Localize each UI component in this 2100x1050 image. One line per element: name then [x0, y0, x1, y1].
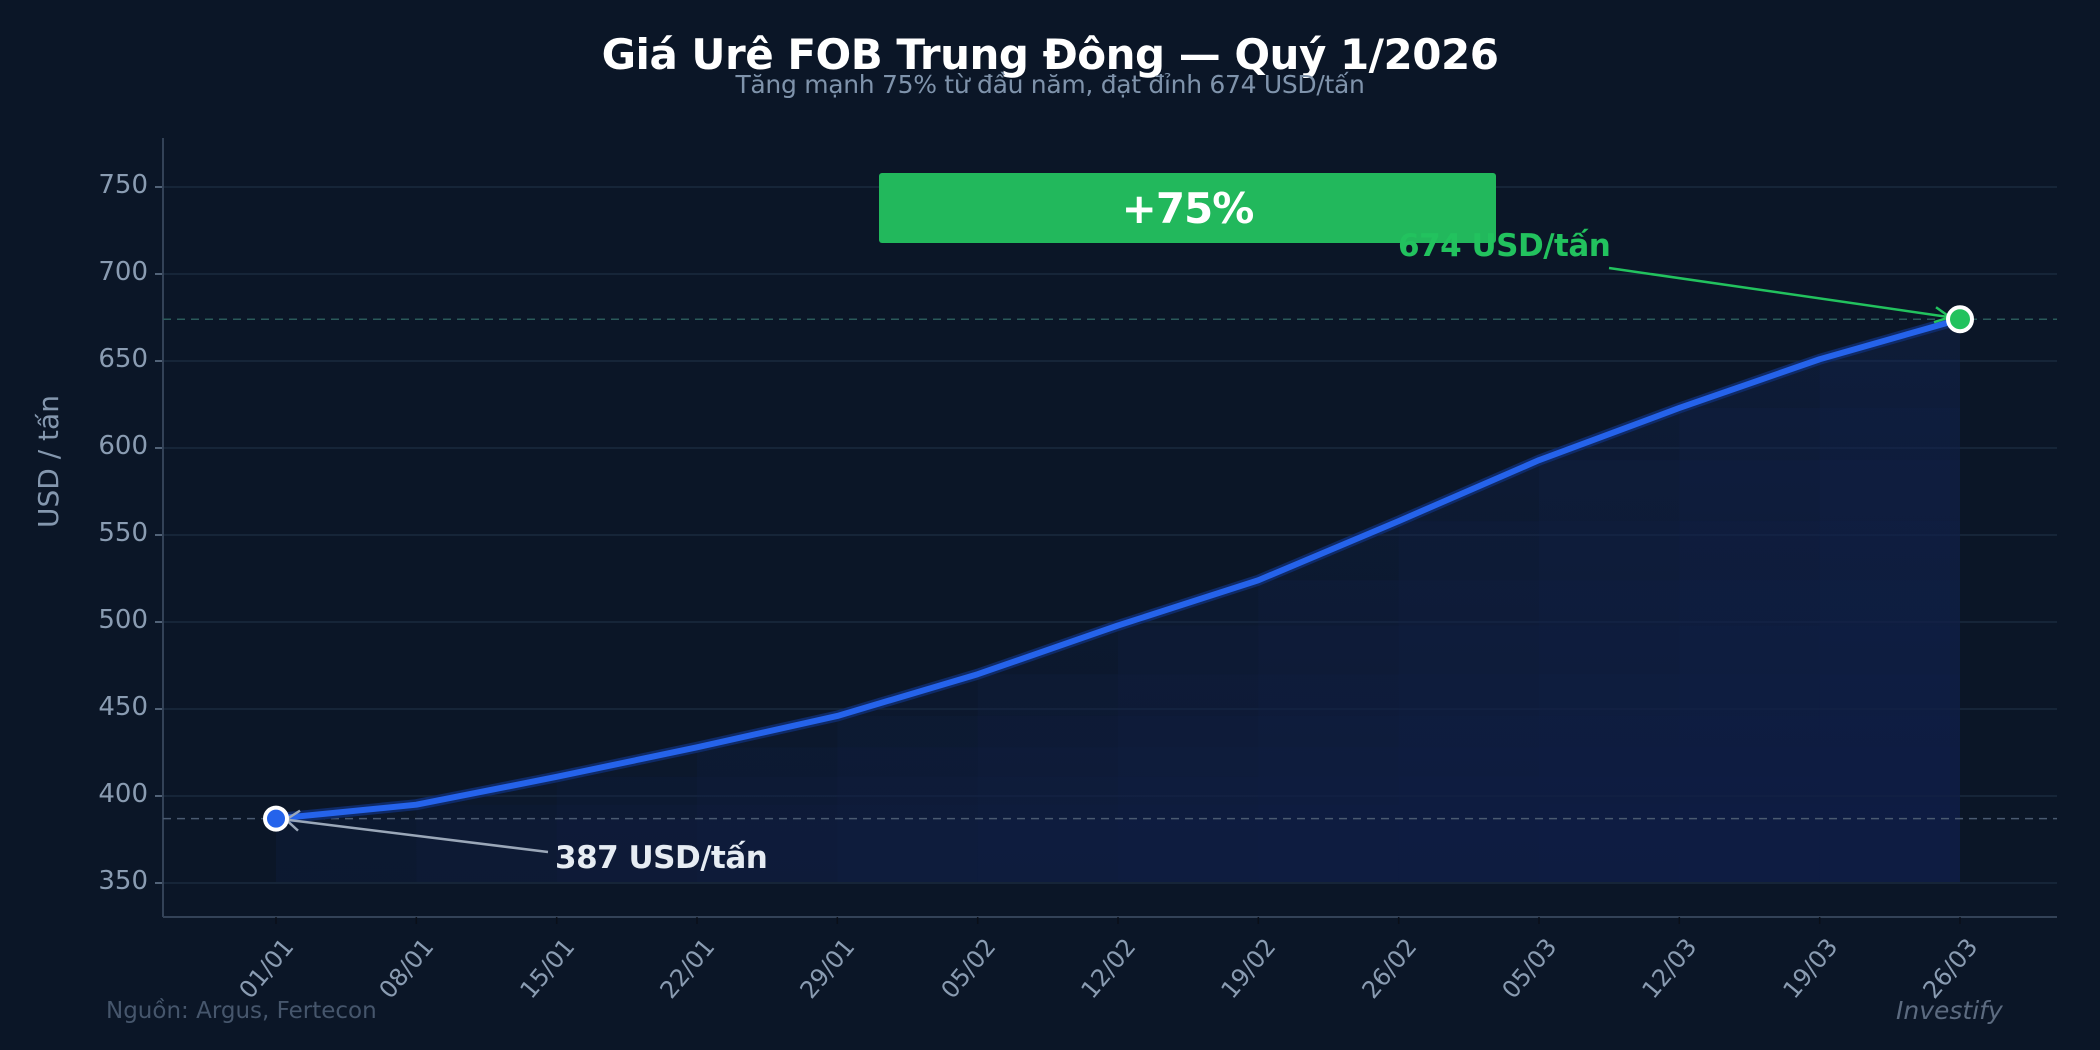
- y-tick-label: 700: [98, 257, 148, 287]
- peak-marker: [1946, 305, 1974, 334]
- chart-title: Giá Urê FOB Trung Đông — Quý 1/2026: [601, 30, 1499, 79]
- brand-watermark: Investify: [1896, 996, 2003, 1025]
- markers: [263, 305, 1974, 832]
- area-fill: [276, 319, 1961, 882]
- y-tick-label: 600: [98, 431, 148, 461]
- reference-lines: [163, 318, 2057, 820]
- source-note: Nguồn: Argus, Fertecon: [106, 998, 377, 1024]
- y-tick-label: 450: [98, 692, 148, 722]
- peak-annotation: 674 USD/tấn: [1398, 228, 1611, 264]
- chart-subtitle: Tăng mạnh 75% từ đầu năm, đạt đỉnh 674 U…: [735, 70, 1365, 99]
- y-tick-label: 350: [98, 866, 148, 896]
- y-tick-label: 400: [98, 779, 148, 809]
- annotation-arrows: [283, 266, 1953, 854]
- y-tick-label: 550: [98, 518, 148, 548]
- start-annotation: 387 USD/tấn: [555, 840, 768, 876]
- data-line: [270, 313, 1966, 825]
- y-tick-label: 650: [98, 344, 148, 374]
- start-marker: [263, 805, 289, 832]
- y-tick-label: 500: [98, 605, 148, 635]
- growth-badge: +75%: [879, 173, 1496, 243]
- axes: [155, 138, 2057, 924]
- y-axis-label: USD / tấn: [32, 395, 65, 528]
- y-tick-label: 750: [98, 170, 148, 200]
